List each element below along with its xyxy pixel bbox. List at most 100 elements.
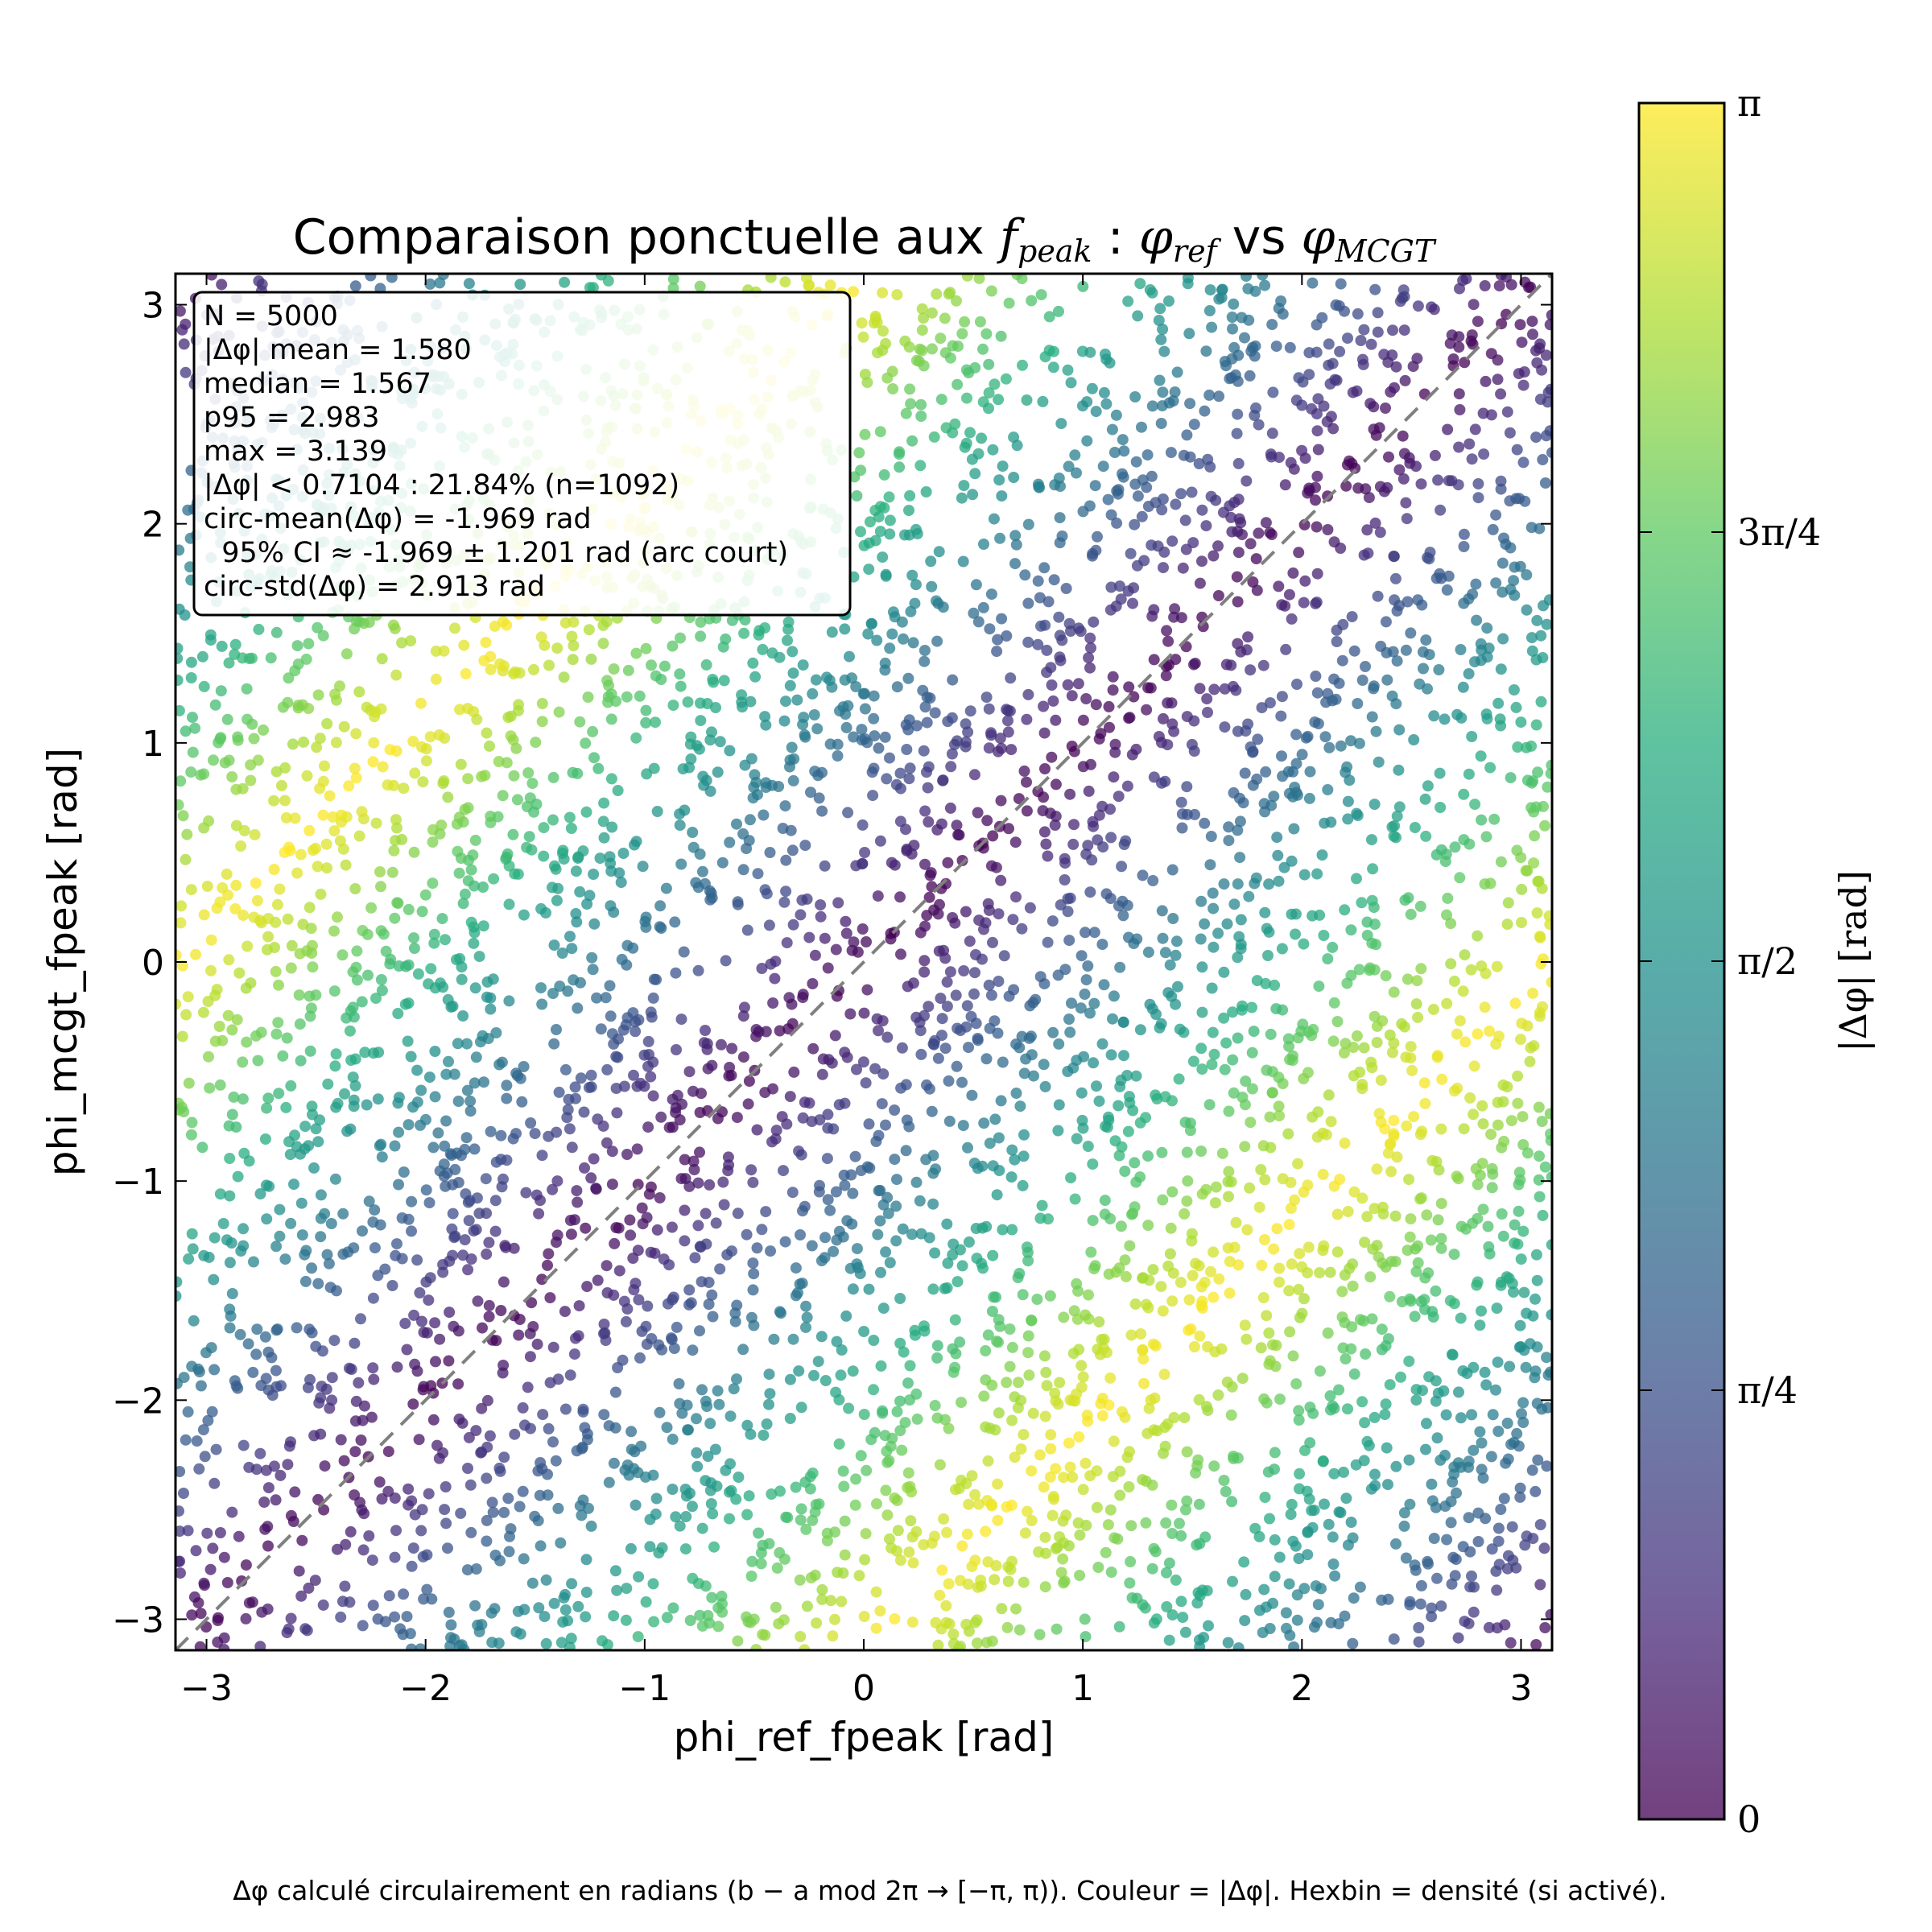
scatter-point [175,998,182,1010]
scatter-point [218,1551,230,1563]
scatter-point [1127,597,1138,609]
scatter-point [481,1514,493,1526]
scatter-point [654,1192,666,1203]
scatter-point [219,757,231,769]
scatter-point [1191,1597,1203,1609]
scatter-point [468,937,480,949]
scatter-point [473,951,485,963]
scatter-point [1166,1295,1179,1307]
scatter-point [281,1627,293,1639]
scatter-point [1136,510,1148,522]
scatter-point [1422,1555,1434,1567]
scatter-point [1012,1402,1024,1414]
scatter-point [237,1056,249,1068]
scatter-point [746,1555,758,1567]
scatter-point [411,1254,423,1266]
scatter-point [367,1600,379,1612]
scatter-point [1300,732,1312,744]
scatter-point [658,660,671,672]
scatter-point [642,1060,654,1072]
scatter-point [1341,761,1353,773]
scatter-point [1495,475,1507,487]
scatter-point [1166,864,1179,876]
scatter-point [237,782,249,795]
scatter-point [249,828,261,840]
scatter-point [1273,875,1285,887]
scatter-point [1124,712,1136,724]
scatter-point [1348,1042,1360,1053]
scatter-point [683,762,696,774]
scatter-point [1119,1166,1131,1177]
scatter-point [559,1306,571,1318]
scatter-point [587,725,599,737]
scatter-point [1008,472,1020,483]
scatter-point [751,1242,763,1254]
scatter-point [547,988,559,1000]
scatter-point [1534,1191,1546,1203]
scatter-point [613,1222,625,1234]
scatter-point [1088,997,1100,1009]
scatter-point [691,1413,702,1425]
scatter-point [1183,1294,1195,1306]
scatter-point [368,737,380,749]
scatter-point [375,703,387,715]
scatter-point [1347,1280,1359,1292]
scatter-point [670,967,682,979]
scatter-point [555,1637,568,1649]
scatter-point [643,1049,654,1060]
scatter-point [1022,636,1034,648]
scatter-point [1435,504,1447,516]
scatter-point [224,1322,236,1334]
scatter-point [601,1137,613,1149]
scatter-point [1298,1583,1311,1595]
scatter-point [1232,725,1244,737]
scatter-point [1225,1176,1237,1188]
scatter-point [1479,1001,1491,1013]
scatter-point [1324,1266,1336,1278]
scatter-point [1246,1083,1258,1095]
scatter-point [497,790,509,802]
scatter-point [605,1010,617,1022]
scatter-point [795,1402,807,1414]
scatter-point [991,646,1003,658]
scatter-point [1243,890,1255,902]
scatter-point [987,936,998,948]
scatter-point [903,773,915,785]
scatter-point [1058,1472,1070,1484]
scatter-point [1146,470,1158,482]
scatter-points [175,274,1552,1650]
scatter-point [1476,814,1488,826]
scatter-point [1442,892,1454,904]
scatter-point [869,1063,881,1075]
scatter-point [684,1615,696,1626]
scatter-point [976,1222,989,1234]
scatter-point [1096,1393,1108,1405]
scatter-point [1118,445,1130,457]
scatter-point [1246,1046,1258,1059]
scatter-point [207,1542,219,1554]
scatter-point [1064,1461,1076,1473]
scatter-point [1506,1521,1518,1533]
scatter-point [1530,1365,1542,1377]
scatter-point [807,1468,819,1479]
scatter-point [993,474,1005,486]
scatter-point [1419,1272,1431,1284]
scatter-point [552,882,564,894]
scatter-point [306,1262,318,1274]
scatter-point [868,712,880,724]
scatter-point [929,1400,941,1411]
scatter-point [1531,1274,1543,1286]
scatter-point [355,1435,367,1446]
scatter-point [1338,1046,1350,1059]
scatter-point [243,1597,255,1609]
scatter-point [489,1225,502,1237]
scatter-point [1172,980,1183,993]
scatter-point [1521,604,1533,616]
scatter-point [1226,1381,1238,1393]
scatter-point [1239,1615,1251,1627]
scatter-point [1368,680,1380,692]
scatter-point [1134,1117,1146,1129]
scatter-point [501,757,513,769]
scatter-point [704,785,716,797]
scatter-point [317,1599,329,1611]
